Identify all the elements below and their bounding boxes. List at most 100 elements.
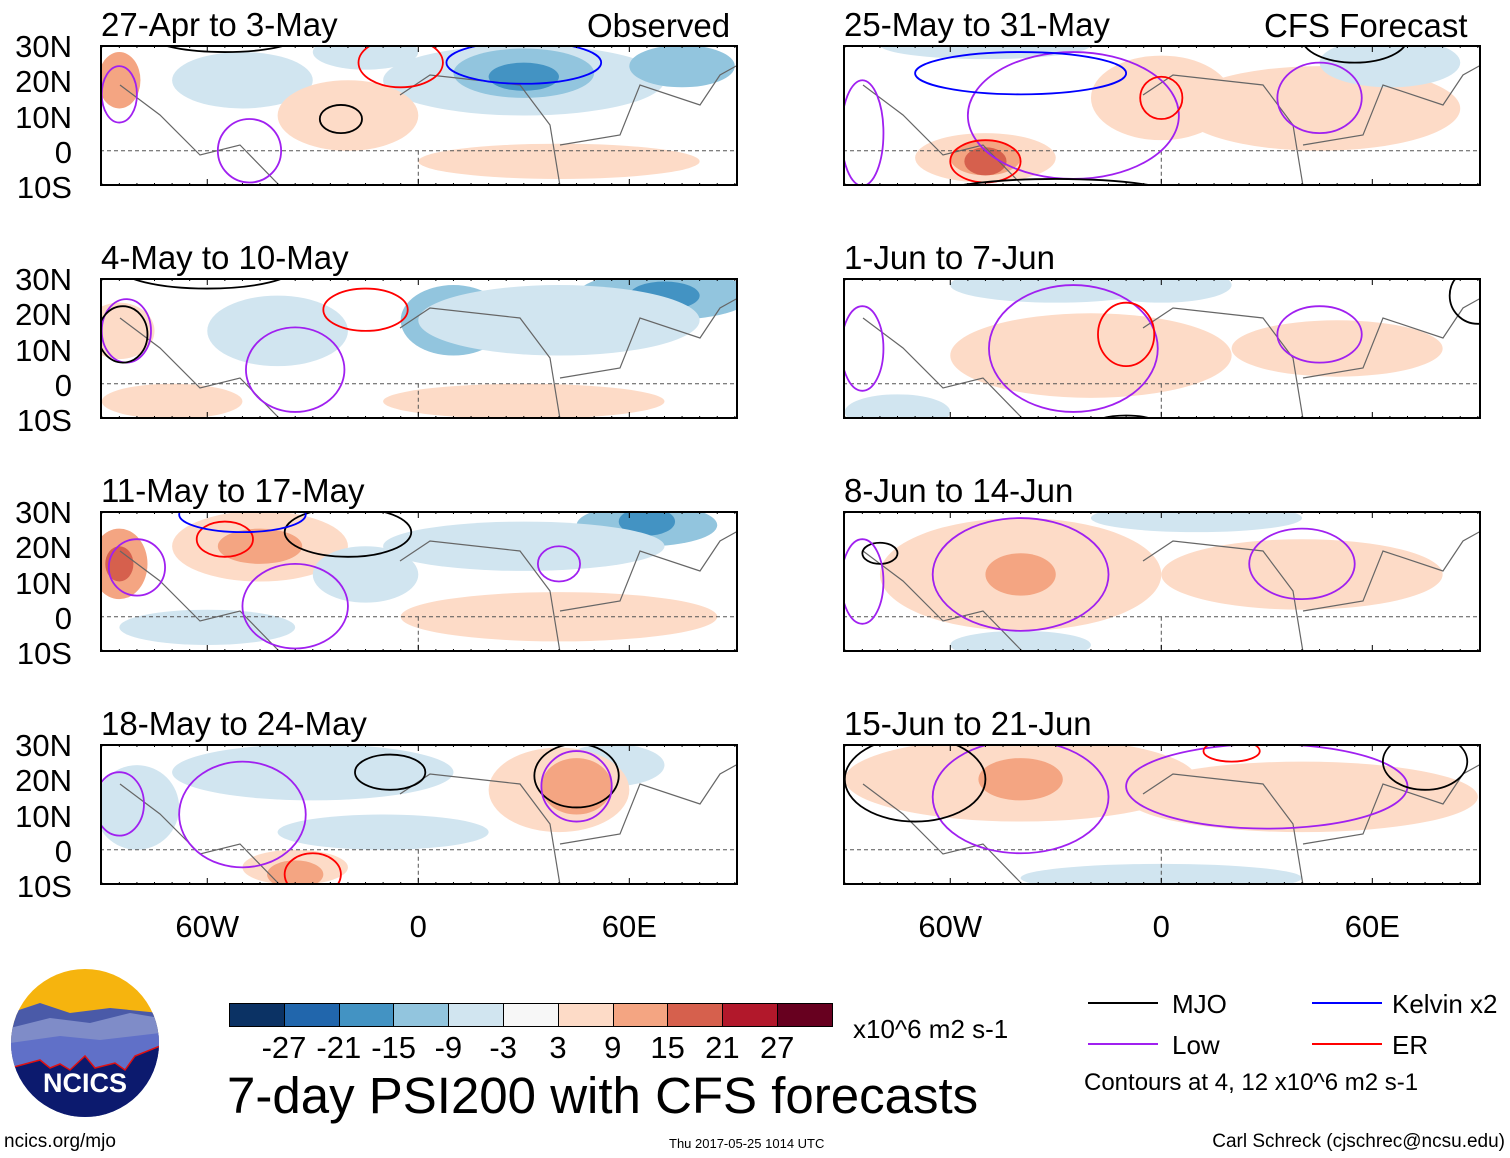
colorbar-tick-label: 9	[604, 1030, 622, 1065]
colorbar-tick-label: -15	[371, 1030, 416, 1065]
anomaly-shading	[618, 511, 676, 536]
anomaly-shading	[1161, 539, 1443, 610]
colorbar-tick-label: 27	[759, 1030, 795, 1065]
panel-frame	[843, 744, 1481, 885]
coastline	[1142, 773, 1304, 885]
colorbar-tick-label: 15	[650, 1030, 685, 1065]
mjo-contour	[161, 45, 289, 53]
coastline	[399, 307, 561, 419]
lon-tick-label: 60E	[1344, 909, 1400, 944]
er-contour	[1202, 744, 1261, 763]
colorbar-swatch	[449, 1004, 504, 1026]
lat-tick-label: 20N	[15, 763, 72, 799]
anomaly-shading	[383, 521, 665, 571]
colorbar-tick-label: -3	[489, 1030, 517, 1065]
coastline	[559, 763, 738, 845]
colorbar-swatch	[394, 1004, 450, 1026]
coastline	[862, 550, 1024, 652]
anomaly-shading	[978, 758, 1063, 801]
lat-tick-label: 10S	[16, 636, 72, 671]
colorbar-tick-label: 3	[549, 1030, 567, 1065]
mjo-contour	[1448, 278, 1481, 325]
panel-frame	[843, 278, 1481, 419]
map-panel	[100, 45, 738, 186]
author-credit: Carl Schreck (cjschrec@ncsu.edu)	[1212, 1131, 1505, 1152]
er-legend-label: ER	[1392, 1030, 1429, 1060]
panel-title: 11-May to 17-May	[101, 472, 365, 509]
colorbar-tick-label: -9	[434, 1030, 463, 1065]
mjo-contour	[283, 511, 413, 558]
low-contour	[178, 760, 307, 869]
coastline	[1302, 763, 1481, 845]
panel-title: 8-Jun to 14-Jun	[844, 472, 1074, 509]
colorbar-units: x10^6 m2 s-1	[853, 1014, 1009, 1044]
mjo-legend-label: MJO	[1172, 989, 1227, 1019]
anomaly-shading	[844, 394, 951, 419]
anomaly-shading	[267, 860, 324, 885]
mjo-contour	[318, 104, 363, 135]
lat-tick-label: 0	[54, 833, 72, 869]
site-url[interactable]: ncics.org/mjo	[4, 1131, 116, 1152]
lon-tick-label: 60W	[175, 909, 240, 944]
panel-frame	[843, 511, 1481, 652]
colorbar-swatch	[613, 1004, 669, 1026]
er-contour	[357, 45, 444, 89]
low-legend-line	[1088, 1043, 1158, 1045]
kelvin-legend-line	[1312, 1002, 1382, 1004]
mjo-contour	[100, 305, 149, 364]
anomaly-shading	[985, 553, 1056, 596]
low-contour	[843, 305, 885, 392]
anomaly-shading	[1090, 278, 1232, 303]
coastline	[862, 783, 1024, 885]
coastline	[1142, 540, 1304, 652]
mjo-contour	[952, 178, 1159, 186]
lat-tick-label: 10N	[15, 332, 72, 368]
colorbar-swatch	[230, 1004, 285, 1026]
map-panel	[843, 278, 1481, 419]
low-contour	[931, 744, 1110, 855]
anomaly-shading	[1319, 45, 1461, 88]
anomaly-shading	[312, 546, 419, 603]
coastline	[1302, 297, 1481, 379]
colorbar-swatch	[284, 1004, 340, 1026]
lon-tick-label: 60E	[601, 909, 657, 944]
mjo-contour	[533, 744, 620, 809]
low-contour	[1276, 305, 1363, 364]
anomaly-shading	[418, 143, 700, 179]
coastline	[119, 550, 281, 652]
anomaly-shading	[488, 62, 559, 91]
lat-tick-label: 10N	[15, 99, 72, 135]
panel-frame	[100, 45, 738, 186]
lat-tick-label: 20N	[15, 64, 72, 100]
colorbar-swatch	[558, 1004, 614, 1026]
panel-frame	[100, 744, 738, 885]
lat-tick-label: 20N	[15, 530, 72, 566]
anomaly-shading	[172, 52, 313, 109]
coastline	[399, 74, 561, 186]
coastline	[559, 64, 738, 146]
anomaly-shading	[1090, 511, 1302, 533]
anomaly-shading	[277, 80, 419, 151]
panel-title: 4-May to 10-May	[101, 239, 349, 276]
anomaly-shading	[277, 814, 489, 850]
anomaly-shading	[100, 52, 141, 109]
anomaly-shading	[950, 313, 1232, 398]
lat-tick-label: 0	[54, 134, 72, 170]
coastline	[862, 317, 1024, 419]
low-contour	[536, 545, 581, 583]
panel-frame	[100, 511, 738, 652]
panel-title: 25-May to 31-May	[844, 6, 1110, 43]
low-contour	[1276, 61, 1363, 135]
low-contour	[100, 771, 145, 837]
low-contour	[216, 118, 283, 184]
mjo-contour	[861, 541, 899, 565]
lon-tick-label: 60W	[918, 909, 983, 944]
anomaly-shading	[950, 630, 1091, 652]
er-contour	[322, 287, 409, 332]
low-contour	[931, 517, 1110, 632]
low-contour	[540, 750, 613, 823]
lat-tick-label: 30N	[15, 728, 72, 763]
anomaly-shading	[217, 528, 303, 564]
anomaly-shading	[312, 45, 419, 70]
